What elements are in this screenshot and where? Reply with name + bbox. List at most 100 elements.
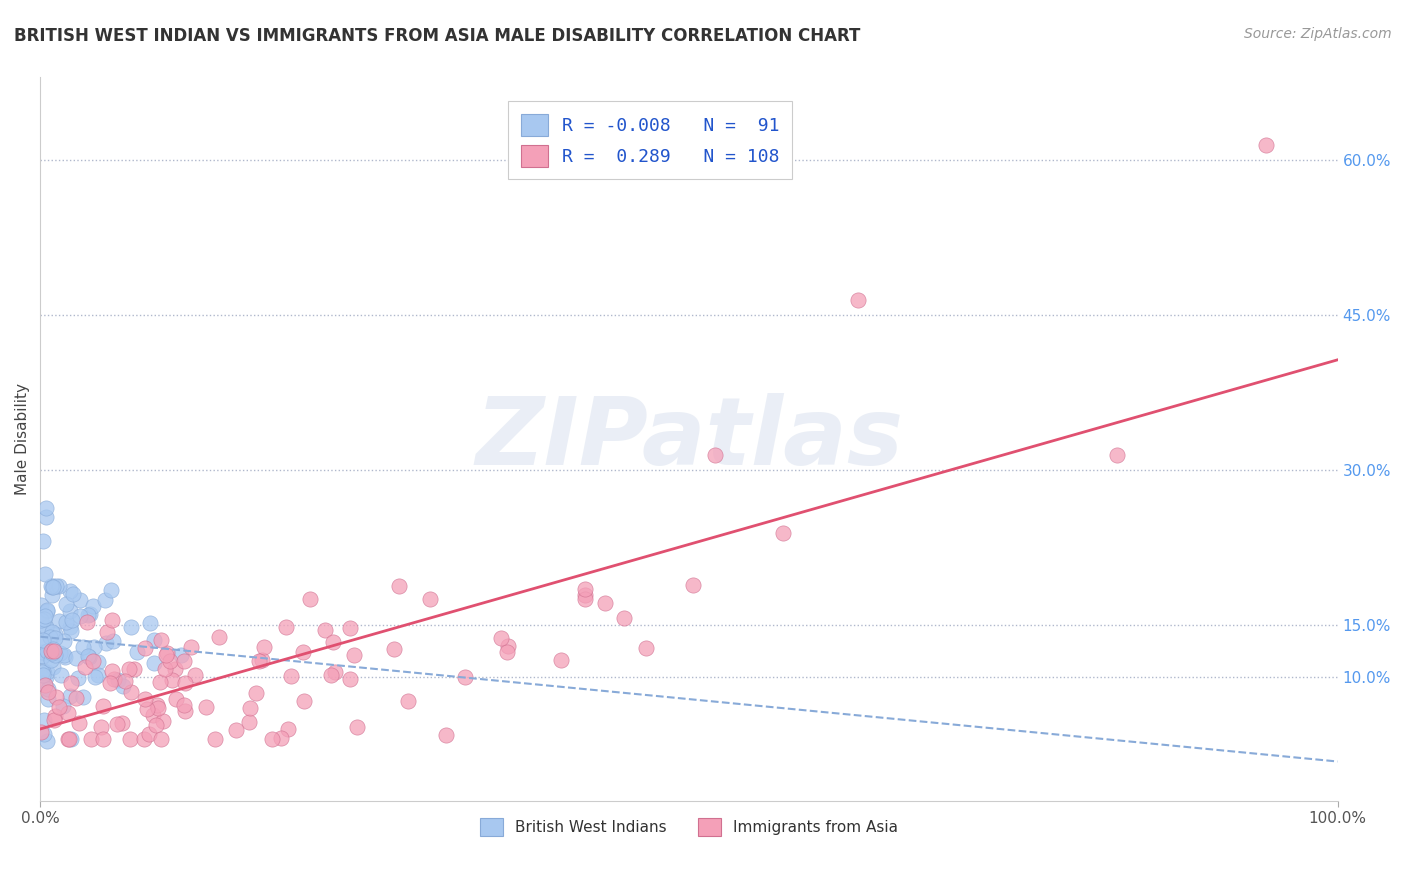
Point <box>32 664 55 678</box>
Point <box>37 681 59 696</box>
Point <box>72 690 94 705</box>
Point <box>384 641 406 656</box>
Point <box>30 613 52 627</box>
Point <box>136 702 159 716</box>
Point <box>634 640 657 655</box>
Point <box>204 731 226 746</box>
Point <box>153 662 176 676</box>
Point <box>82 654 104 668</box>
Point <box>496 645 519 659</box>
Point <box>45 578 67 592</box>
Point <box>31 645 53 659</box>
Point <box>149 675 172 690</box>
Point <box>37 685 59 699</box>
Point <box>48 614 70 628</box>
Point <box>150 632 173 647</box>
Point <box>84 670 107 684</box>
Point <box>145 718 167 732</box>
Point <box>125 645 148 659</box>
Point <box>44 631 66 645</box>
Point <box>346 720 368 734</box>
Point <box>277 722 299 736</box>
Point <box>52 699 75 714</box>
Point <box>31 649 53 664</box>
Point <box>60 613 83 627</box>
Point <box>225 723 247 738</box>
Point <box>60 624 83 638</box>
Point <box>76 615 98 629</box>
Point <box>39 653 62 667</box>
Point <box>280 669 302 683</box>
Point <box>434 728 457 742</box>
Point <box>496 640 519 654</box>
Point <box>39 579 62 593</box>
Point <box>138 726 160 740</box>
Point <box>41 659 63 673</box>
Point <box>173 654 195 668</box>
Point <box>67 716 90 731</box>
Point <box>55 615 77 629</box>
Point <box>65 650 87 665</box>
Point <box>173 698 195 712</box>
Point <box>682 578 704 592</box>
Point <box>31 649 53 664</box>
Point <box>613 611 636 625</box>
Point <box>77 648 100 663</box>
Point <box>114 673 136 688</box>
Point <box>35 501 58 516</box>
Point <box>59 731 82 746</box>
Point <box>56 731 79 746</box>
Point <box>42 713 65 727</box>
Point <box>37 603 59 617</box>
Point <box>35 644 58 658</box>
Point <box>41 580 63 594</box>
Point <box>34 727 56 741</box>
Point <box>159 654 181 668</box>
Point <box>77 608 100 623</box>
Point <box>103 634 125 648</box>
Point <box>134 641 156 656</box>
Point <box>98 676 121 690</box>
Point <box>152 714 174 728</box>
Point <box>58 583 80 598</box>
Point <box>118 662 141 676</box>
Point <box>180 640 202 655</box>
Point <box>143 632 166 647</box>
Point <box>82 599 104 614</box>
Point <box>323 665 346 680</box>
Point <box>42 580 65 594</box>
Point <box>120 731 142 746</box>
Point <box>96 625 118 640</box>
Point <box>160 673 183 687</box>
Point <box>846 293 869 307</box>
Point <box>314 624 336 638</box>
Point <box>42 641 65 656</box>
Point <box>146 698 169 713</box>
Point <box>42 579 65 593</box>
Point <box>53 633 76 648</box>
Text: Source: ZipAtlas.com: Source: ZipAtlas.com <box>1244 27 1392 41</box>
Point <box>69 609 91 624</box>
Point <box>343 648 366 662</box>
Point <box>35 670 58 684</box>
Point <box>194 700 217 714</box>
Point <box>44 708 66 723</box>
Point <box>292 694 315 708</box>
Point <box>30 598 52 612</box>
Point <box>65 690 87 705</box>
Point <box>44 627 66 641</box>
Point <box>247 654 270 668</box>
Point <box>87 655 110 669</box>
Point <box>59 603 82 617</box>
Point <box>134 691 156 706</box>
Point <box>58 706 80 720</box>
Point <box>146 701 169 715</box>
Point <box>77 650 100 665</box>
Point <box>574 592 596 607</box>
Point <box>30 724 52 739</box>
Point <box>270 731 292 745</box>
Point <box>35 620 58 634</box>
Point <box>49 667 72 681</box>
Point <box>31 665 53 680</box>
Point <box>32 633 55 648</box>
